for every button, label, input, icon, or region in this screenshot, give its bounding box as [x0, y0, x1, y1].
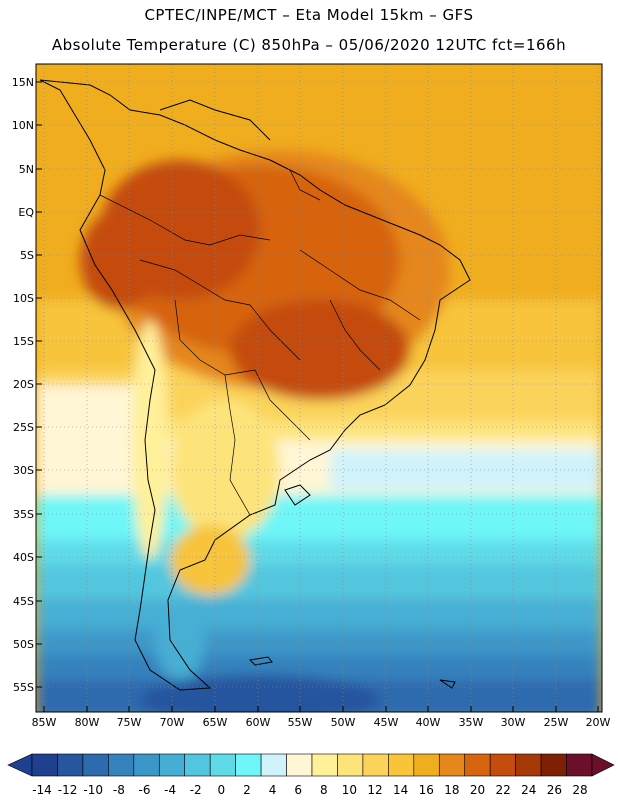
colorbar-label: -14 [32, 783, 52, 797]
colorbar-label: 26 [546, 783, 563, 797]
colorbar-swatch [515, 753, 542, 777]
colorbar-label: -8 [112, 783, 125, 797]
colorbar-swatch [57, 753, 84, 777]
colorbar-label: 10 [341, 783, 358, 797]
lon-label: 65W [202, 716, 228, 729]
lat-label: 30S [13, 464, 34, 477]
colorbar-label: 28 [572, 783, 588, 797]
colorbar-label: 16 [418, 783, 434, 797]
colorbar-swatch [362, 753, 389, 777]
lon-label: 25W [543, 716, 569, 729]
colorbar-swatch [133, 753, 160, 777]
lon-label: 30W [500, 716, 526, 729]
colorbar-swatch [337, 753, 364, 777]
lon-label: 80W [74, 716, 100, 729]
chart-title: CPTEC/INPE/MCT – Eta Model 15km – GFS [144, 6, 474, 24]
colorbar-label: 6 [294, 783, 302, 797]
colorbar-swatch [388, 753, 415, 777]
colorbar-swatch [438, 753, 466, 777]
lat-label: 40S [13, 551, 34, 564]
colorbar-label: 4 [268, 783, 277, 797]
colorbar-label: 2 [243, 783, 251, 797]
lon-label: 55W [287, 716, 313, 729]
lat-label: 5N [18, 163, 34, 176]
colorbar-label: -10 [83, 783, 104, 797]
lat-label: EQ [18, 206, 34, 219]
colorbar-label: 20 [469, 783, 486, 797]
lat-label: 35S [13, 508, 34, 521]
lat-label: 50S [13, 638, 34, 651]
country-borders [99, 159, 421, 516]
lat-label: 25S [13, 421, 34, 434]
colorbar-swatch [464, 753, 491, 777]
colorbar-swatch [286, 753, 313, 777]
axis-ticks [36, 81, 599, 712]
lon-label: 75W [116, 716, 142, 729]
coastline [39, 79, 471, 691]
lat-label: 45S [13, 595, 34, 608]
colorbar-swatch [82, 753, 109, 777]
colorbar-swatch [209, 753, 236, 777]
colorbar-swatch [540, 753, 567, 777]
colorbar-arrow-low [7, 753, 33, 777]
lon-label: 35W [458, 716, 484, 729]
lat-label: 10N [11, 119, 34, 132]
colorbar-swatch [489, 753, 516, 777]
lon-label: 40W [415, 716, 441, 729]
colorbar-swatch [31, 753, 58, 777]
colorbar-label: 12 [367, 783, 383, 797]
grid-lines [36, 64, 602, 712]
map-frame [35, 63, 603, 713]
colorbar [7, 753, 615, 777]
lat-label: 20S [13, 378, 34, 391]
lon-label: 60W [245, 716, 271, 729]
colorbar-swatch [184, 753, 211, 777]
lon-label: 50W [330, 716, 356, 729]
lon-label: 20W [585, 716, 611, 729]
chart-subtitle: Absolute Temperature (C) 850hPa – 05/06/… [51, 36, 567, 54]
lat-label: 15N [11, 76, 34, 89]
lat-label: 15S [13, 335, 34, 348]
colorbar-label: 18 [444, 783, 460, 797]
lat-label: 55S [13, 681, 34, 694]
colorbar-label: -2 [189, 783, 202, 797]
colorbar-swatch [260, 753, 287, 777]
colorbar-swatch [108, 753, 135, 777]
colorbar-label: 14 [393, 783, 409, 797]
colorbar-label: 8 [319, 783, 328, 797]
colorbar-swatch [413, 753, 440, 777]
colorbar-arrow-high [591, 753, 615, 777]
colorbar-swatch [311, 753, 338, 777]
colorbar-label: -4 [164, 783, 177, 797]
lat-label: 5S [20, 249, 34, 262]
colorbar-swatch [158, 753, 186, 777]
colorbar-label: -12 [57, 783, 78, 797]
colorbar-label: 0 [217, 783, 226, 797]
colorbar-label: -6 [138, 783, 151, 797]
lon-label: 45W [373, 716, 399, 729]
lon-label: 70W [159, 716, 185, 729]
colorbar-label: 24 [521, 783, 537, 797]
temperature-field [36, 64, 602, 712]
colorbar-swatch [235, 753, 262, 777]
lon-label: 85W [31, 716, 57, 729]
lat-label: 10S [13, 292, 34, 305]
colorbar-label: 22 [495, 783, 511, 797]
colorbar-swatch [566, 753, 593, 777]
